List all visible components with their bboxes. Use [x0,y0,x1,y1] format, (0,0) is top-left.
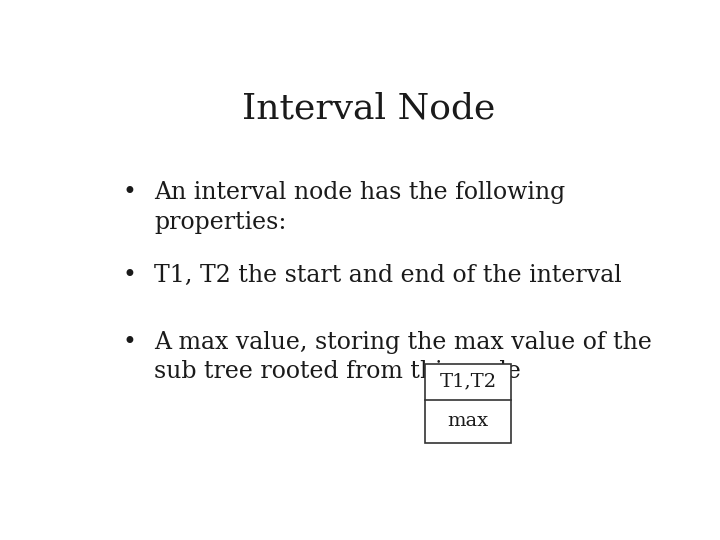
Text: •: • [122,181,136,204]
Text: T1,T2: T1,T2 [439,373,497,391]
Text: Interval Node: Interval Node [243,91,495,125]
Text: •: • [122,265,136,287]
Text: T1, T2 the start and end of the interval: T1, T2 the start and end of the interval [154,265,622,287]
Text: An interval node has the following
properties:: An interval node has the following prope… [154,181,565,233]
Text: A max value, storing the max value of the
sub tree rooted from this node: A max value, storing the max value of th… [154,331,652,383]
Bar [425,364,511,443]
Text: max: max [448,413,489,430]
Text: •: • [122,331,136,354]
